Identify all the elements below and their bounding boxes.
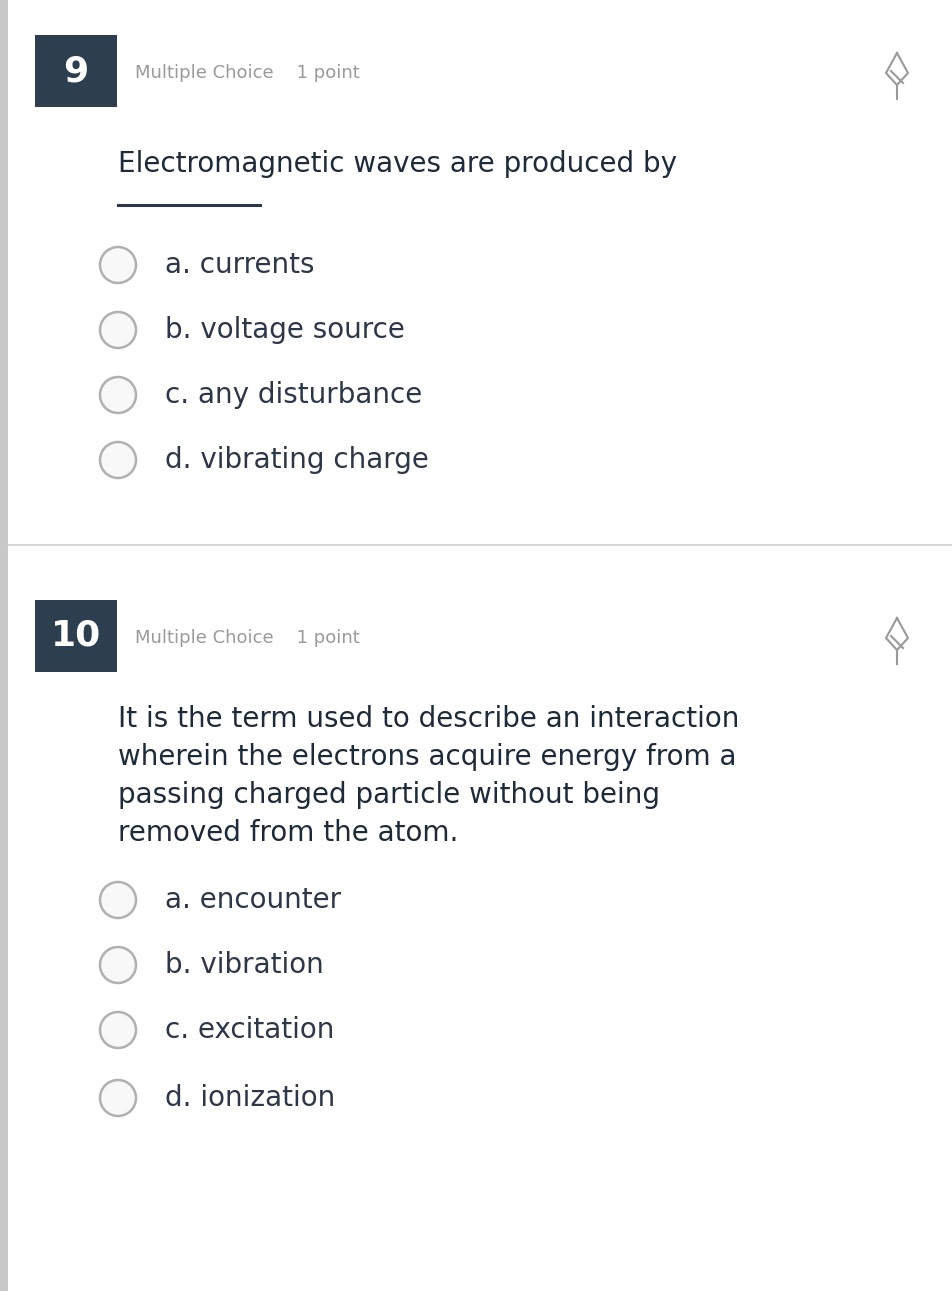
Circle shape <box>100 948 136 982</box>
Text: a. encounter: a. encounter <box>165 886 341 914</box>
Text: It is the term used to describe an interaction: It is the term used to describe an inter… <box>118 705 740 733</box>
Text: c. any disturbance: c. any disturbance <box>165 381 423 409</box>
Text: Multiple Choice    1 point: Multiple Choice 1 point <box>135 65 360 83</box>
Text: wherein the electrons acquire energy from a: wherein the electrons acquire energy fro… <box>118 744 737 771</box>
Bar <box>35 35 117 107</box>
Text: b. vibration: b. vibration <box>165 951 324 979</box>
Text: removed from the atom.: removed from the atom. <box>118 818 458 847</box>
Circle shape <box>100 312 136 349</box>
Circle shape <box>100 377 136 413</box>
Text: b. voltage source: b. voltage source <box>165 316 405 343</box>
Text: c. excitation: c. excitation <box>165 1016 334 1044</box>
Circle shape <box>100 1012 136 1048</box>
Text: d. ionization: d. ionization <box>165 1084 335 1112</box>
Text: 10: 10 <box>50 618 101 653</box>
Circle shape <box>100 1081 136 1115</box>
Circle shape <box>100 442 136 478</box>
Text: d. vibrating charge: d. vibrating charge <box>165 445 428 474</box>
Text: a. currents: a. currents <box>165 250 314 279</box>
Text: passing charged particle without being: passing charged particle without being <box>118 781 660 809</box>
Text: Electromagnetic waves are produced by: Electromagnetic waves are produced by <box>118 150 677 178</box>
Circle shape <box>100 247 136 283</box>
Bar <box>35 600 117 673</box>
Text: 9: 9 <box>64 54 89 88</box>
Text: Multiple Choice    1 point: Multiple Choice 1 point <box>135 629 360 647</box>
Circle shape <box>100 882 136 918</box>
Bar <box>0 0 8 1291</box>
